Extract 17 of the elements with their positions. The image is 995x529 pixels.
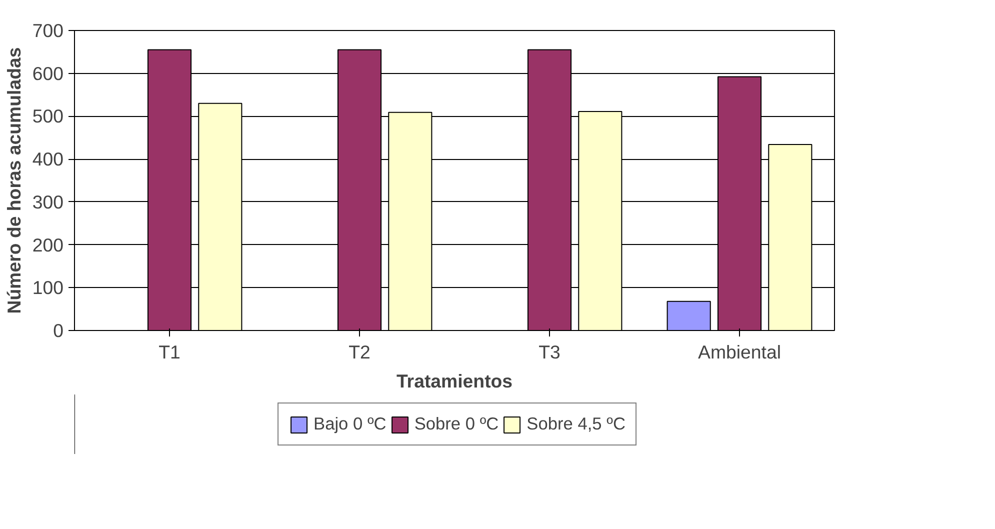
x-tick-label: Ambiental [698, 342, 781, 362]
y-tick-label: 700 [32, 20, 64, 41]
x-axis-title: Tratamientos [396, 370, 513, 392]
x-tick-label: T2 [348, 342, 370, 362]
y-tick-label: 100 [32, 277, 64, 298]
y-tick-label: 400 [32, 148, 64, 170]
x-tick-label: T3 [538, 342, 560, 362]
y-tick-label: 500 [32, 106, 64, 127]
x-tick-label: T1 [158, 342, 180, 362]
y-tick-label: 0 [53, 320, 64, 341]
y-tick-label: 300 [32, 191, 64, 212]
y-tick-label: 600 [32, 62, 64, 84]
legend-label: Bajo 0 ºC [314, 414, 386, 434]
legend-label: Sobre 0 ºC [414, 414, 499, 434]
y-tick-label: 200 [32, 234, 64, 256]
y-axis-title: Número de horas acumuladas [3, 47, 24, 314]
legend-label: Sobre 4,5 ºC [526, 414, 626, 434]
